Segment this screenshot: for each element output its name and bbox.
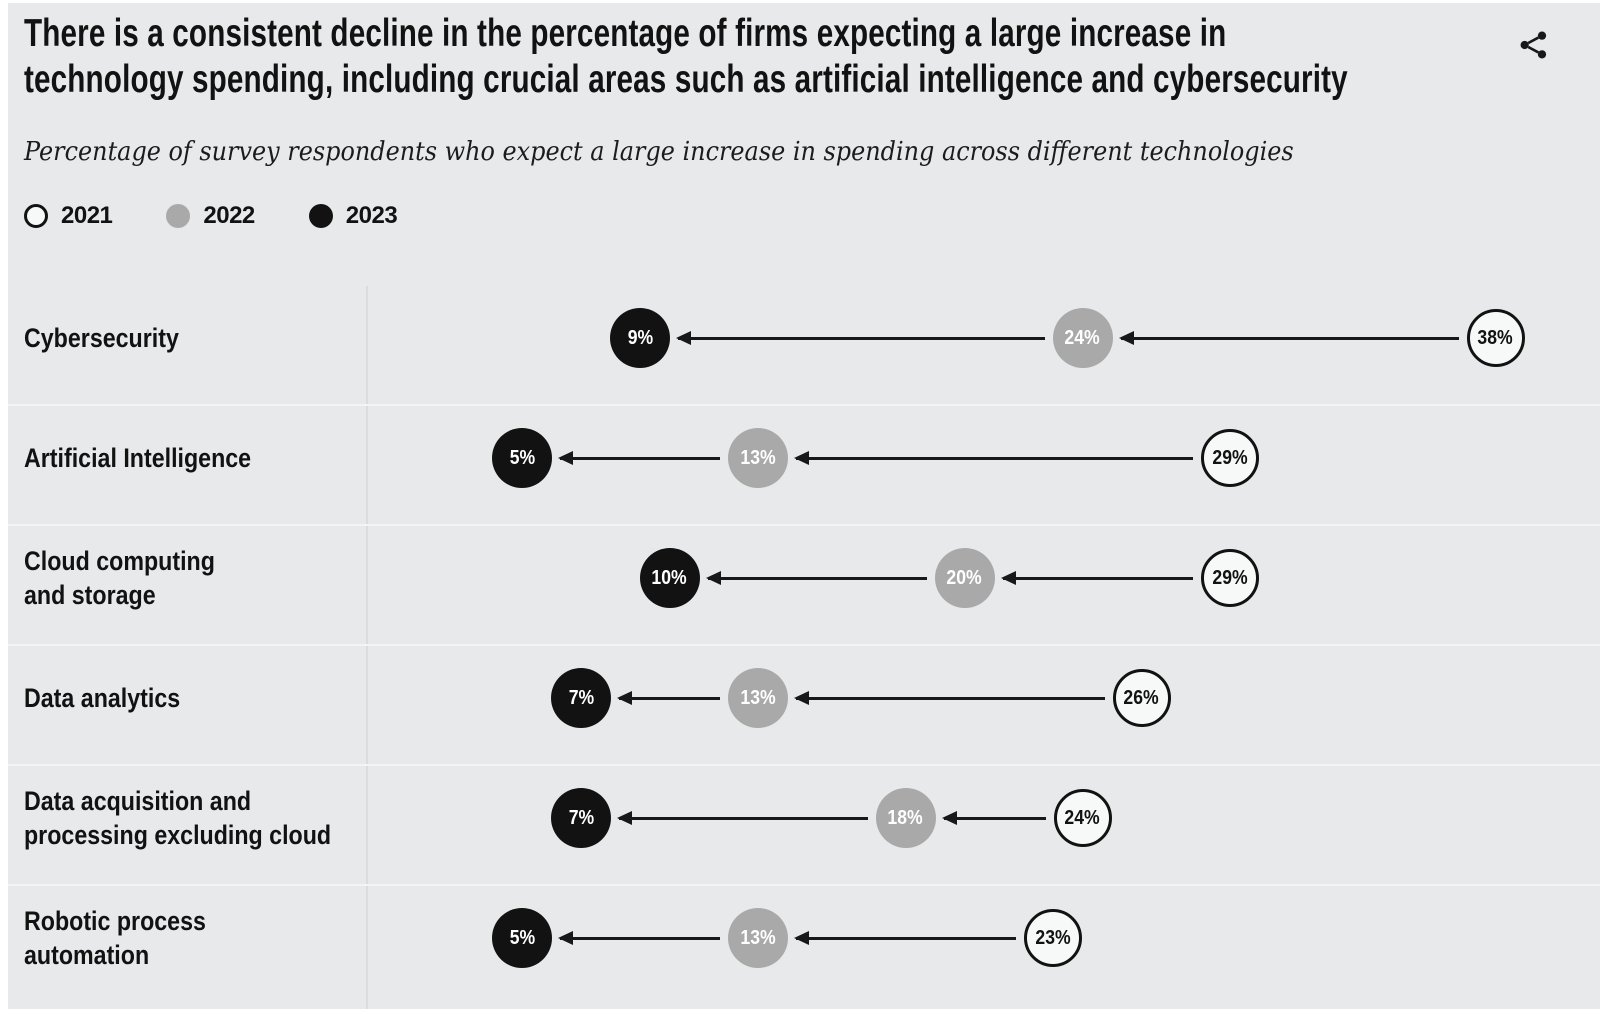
chart-title: There is a consistent decline in the per… [24, 11, 1544, 103]
data-point-value: 7% [568, 806, 594, 829]
share-button[interactable] [1514, 25, 1554, 65]
data-point-2023[interactable]: 5% [492, 908, 552, 968]
chart-canvas: There is a consistent decline in the per… [8, 3, 1600, 1009]
category-label: Data analytics [24, 683, 181, 713]
data-point-value: 29% [1212, 566, 1248, 589]
chart-rows: Cybersecurity 38% 24% 9% Artificial Intellig… [8, 286, 1600, 1009]
decline-arrow [794, 931, 1016, 945]
data-point-2021[interactable]: 24% [1053, 789, 1112, 847]
legend-label: 2022 [203, 202, 255, 229]
data-point-2021[interactable]: 23% [1024, 909, 1082, 967]
legend-label: 2023 [345, 202, 398, 229]
legend-label: 2021 [61, 202, 113, 229]
gray-circle-swatch-icon [166, 204, 191, 228]
legend-item-2022: 2022 [166, 202, 255, 230]
data-point-2023[interactable]: 9% [610, 308, 670, 368]
legend: 2021 2022 2023 [24, 202, 451, 230]
legend-item-2023: 2023 [308, 202, 398, 230]
decline-arrow [941, 811, 1046, 825]
category-label: Cybersecurity [24, 323, 179, 353]
column-divider [366, 286, 368, 1009]
decline-arrow [558, 451, 720, 465]
data-point-2022[interactable]: 18% [875, 788, 936, 848]
data-point-value: 24% [1064, 806, 1101, 829]
data-point-value: 20% [946, 566, 983, 589]
row-plot: 23% 13% 5% [8, 886, 1600, 1006]
data-point-value: 13% [740, 686, 776, 709]
category-label: Data acquisition and processing excludin… [24, 786, 332, 850]
chart-row: Artificial Intelligence 29% 13% 5% [8, 406, 1600, 526]
data-point-value: 18% [887, 806, 924, 829]
data-point-value: 13% [740, 446, 776, 469]
share-icon [1520, 31, 1547, 59]
chart-row: Cybersecurity 38% 24% 9% [8, 286, 1600, 406]
data-point-2021[interactable]: 29% [1201, 549, 1259, 607]
data-point-2022[interactable]: 13% [728, 668, 788, 728]
row-plot: 24% 18% 7% [8, 766, 1600, 884]
category-label: Robotic process automation [24, 906, 206, 970]
row-plot: 26% 13% 7% [8, 646, 1600, 764]
chart-row: Data acquisition and processing excludin… [8, 766, 1600, 886]
chart-subtitle: Percentage of survey respondents who exp… [24, 137, 1294, 167]
data-point-2022[interactable]: 13% [728, 908, 788, 968]
decline-arrow [1118, 331, 1459, 345]
data-point-2021[interactable]: 29% [1201, 429, 1259, 487]
data-point-2021[interactable]: 38% [1466, 309, 1525, 367]
decline-arrow [1000, 571, 1193, 585]
category-label: Cloud computing and storage [24, 546, 215, 610]
chart-title-line-2: technology spending, including crucial a… [24, 58, 1348, 101]
data-point-2021[interactable]: 26% [1112, 669, 1171, 727]
data-point-2023[interactable]: 7% [551, 788, 611, 848]
black-circle-swatch-icon [308, 204, 333, 228]
data-point-value: 23% [1035, 926, 1071, 949]
data-point-2023[interactable]: 5% [492, 428, 552, 488]
row-plot: 29% 20% 10% [8, 526, 1600, 644]
decline-arrow [617, 811, 868, 825]
data-point-value: 9% [627, 326, 653, 349]
decline-arrow [794, 691, 1105, 705]
data-point-2023[interactable]: 7% [551, 668, 611, 728]
data-point-value: 5% [509, 926, 535, 949]
legend-item-2021: 2021 [24, 202, 113, 230]
chart-row: Robotic process automation 23% 13% 5% [8, 886, 1600, 1006]
data-point-2022[interactable]: 24% [1052, 308, 1113, 368]
data-point-value: 10% [651, 566, 688, 589]
decline-arrow [558, 931, 720, 945]
decline-arrow [617, 691, 720, 705]
decline-arrow [676, 331, 1045, 345]
decline-arrow [794, 451, 1193, 465]
row-plot: 38% 24% 9% [8, 286, 1600, 404]
chart-title-line-1: There is a consistent decline in the per… [24, 12, 1227, 55]
data-point-value: 29% [1212, 446, 1248, 469]
data-point-2022[interactable]: 20% [934, 548, 995, 608]
data-point-2022[interactable]: 13% [728, 428, 788, 488]
data-point-value: 13% [740, 926, 776, 949]
data-point-value: 38% [1477, 326, 1514, 349]
row-plot: 29% 13% 5% [8, 406, 1600, 524]
data-point-2023[interactable]: 10% [639, 548, 700, 608]
chart-row: Cloud computing and storage 29% 20% 10% [8, 526, 1600, 646]
outline-circle-swatch-icon [24, 204, 48, 228]
data-point-value: 26% [1123, 686, 1160, 709]
data-point-value: 7% [568, 686, 594, 709]
category-label: Artificial Intelligence [24, 443, 252, 473]
chart-row: Data analytics 26% 13% 7% [8, 646, 1600, 766]
data-point-value: 24% [1064, 326, 1101, 349]
decline-arrow [705, 571, 927, 585]
data-point-value: 5% [509, 446, 535, 469]
